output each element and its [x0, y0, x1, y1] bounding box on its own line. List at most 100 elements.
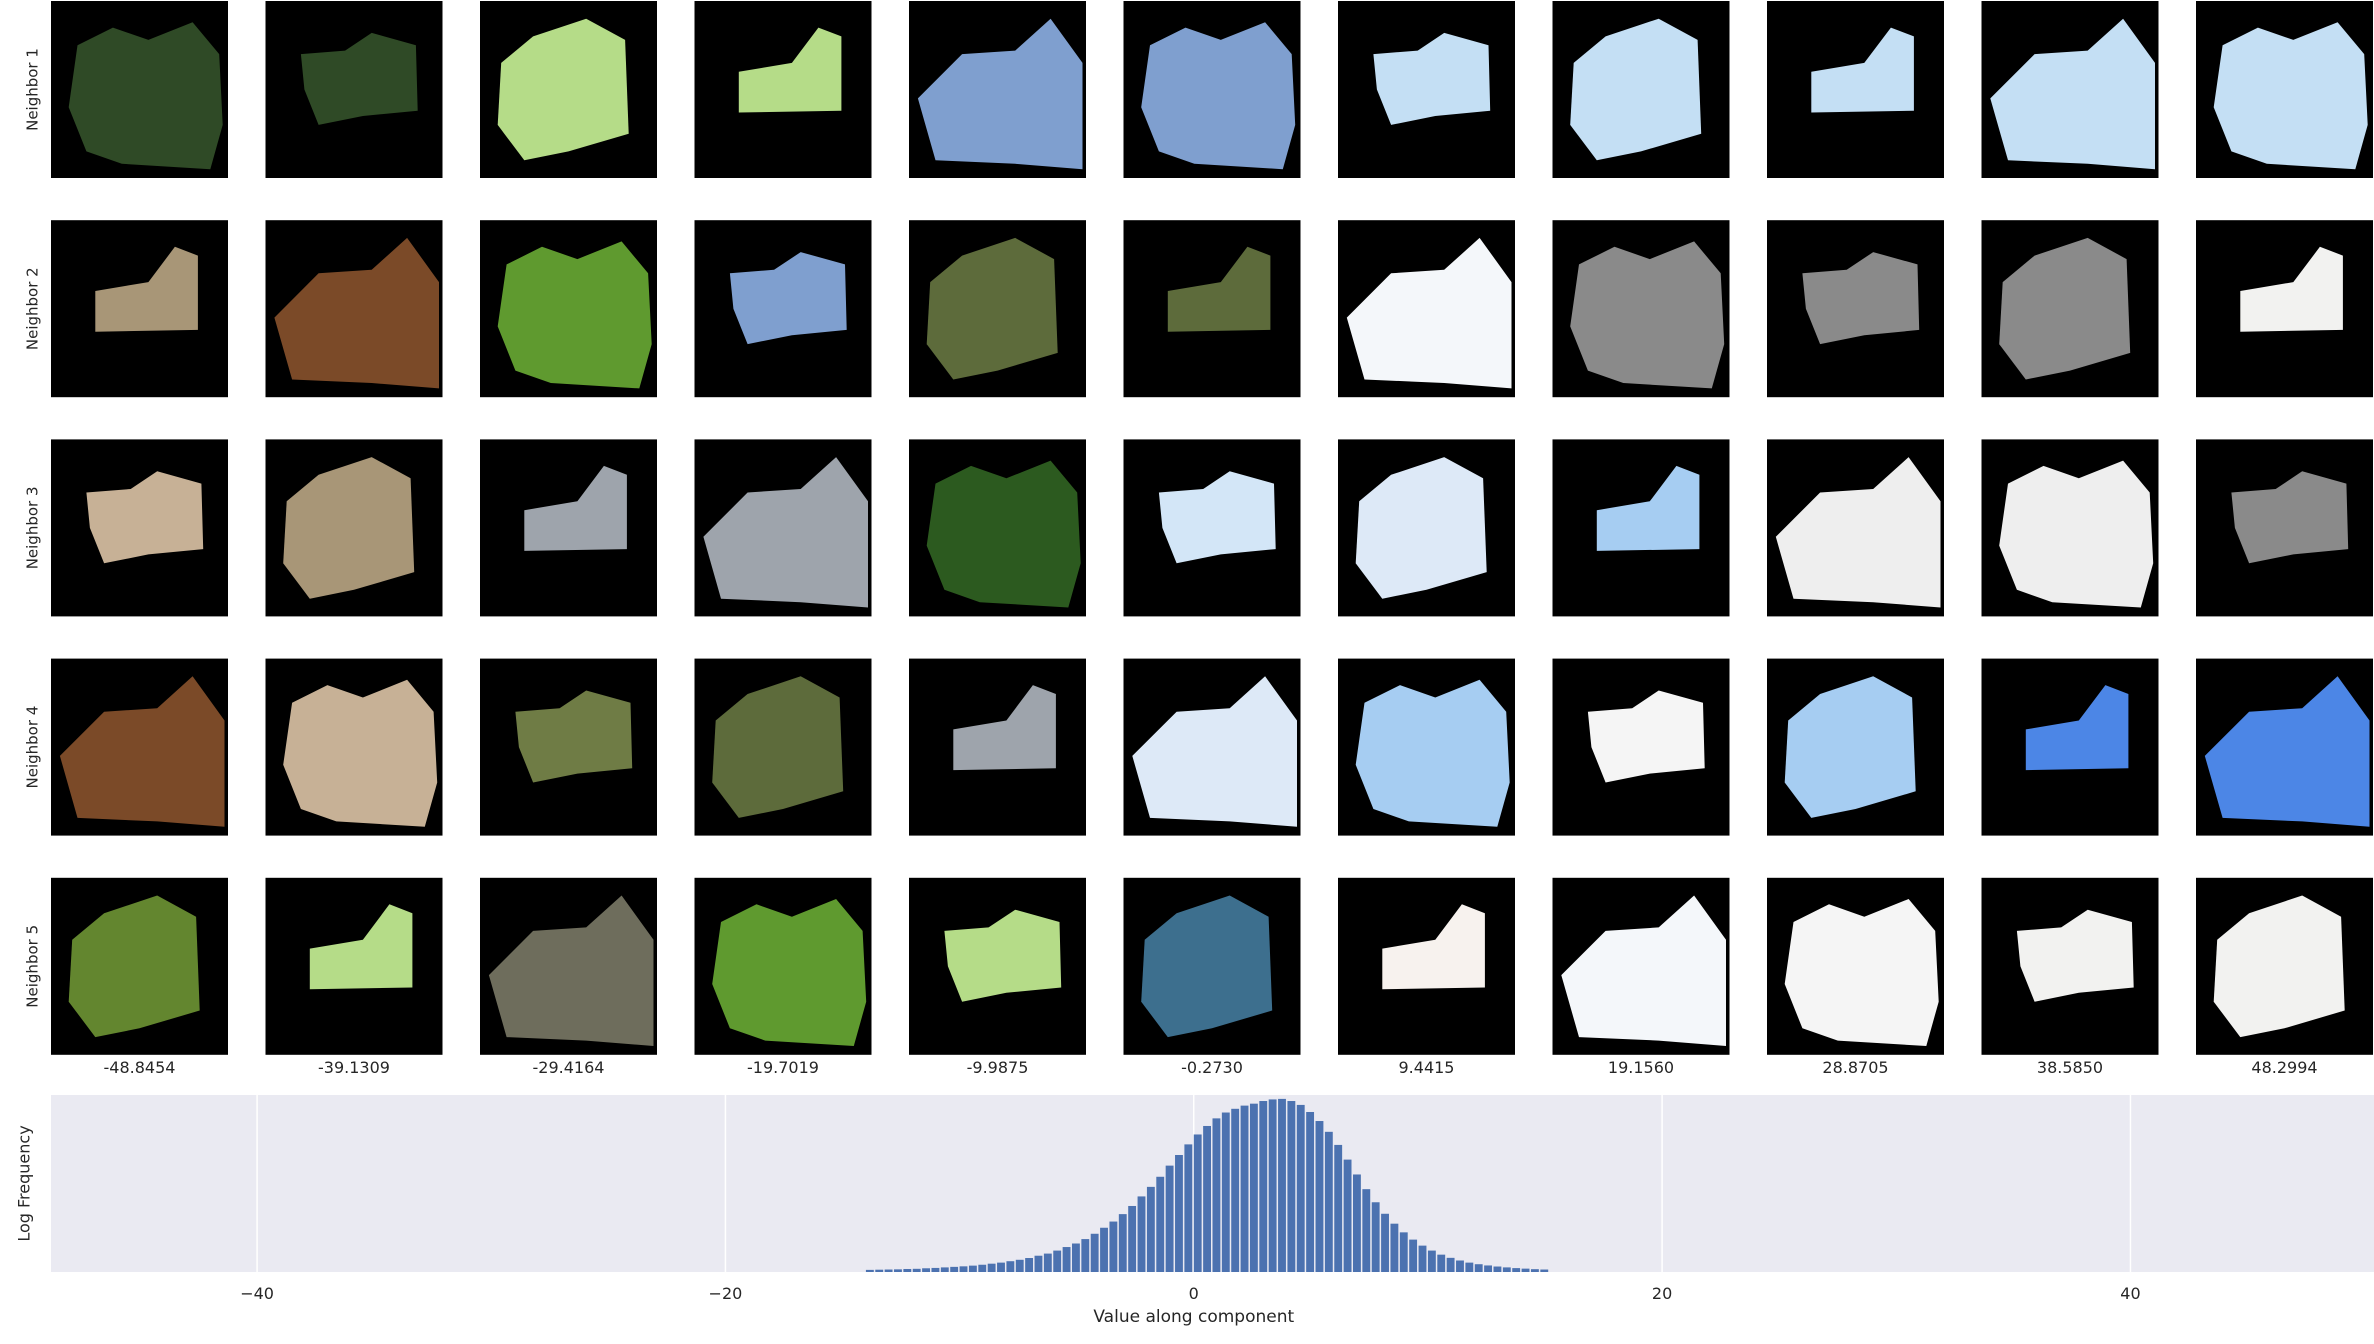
patch-region	[1382, 904, 1485, 990]
patch-tile	[2196, 220, 2373, 398]
patch-tile	[1981, 1, 2159, 178]
patch-tile	[51, 439, 228, 617]
patch-tile	[51, 1, 228, 178]
patch-region	[1132, 676, 1297, 827]
patch-region	[1141, 22, 1296, 170]
histogram-bar	[1212, 1118, 1221, 1272]
patch-tile	[694, 220, 872, 398]
patch-tile	[909, 877, 1086, 1055]
histogram-bar	[1071, 1243, 1080, 1272]
patch-tile	[480, 1, 657, 178]
patch-region	[1346, 237, 1512, 389]
histogram-bar	[1006, 1261, 1015, 1272]
x-tick-label: 0	[1189, 1284, 1199, 1303]
histogram-bar	[1137, 1196, 1146, 1272]
patch-tile	[1767, 220, 1944, 398]
row-labels: Neighbor 1 Neighbor 2 Neighbor 3 Neighbor 4…	[24, 48, 42, 1008]
row-label: Neighbor 4	[24, 706, 42, 789]
patch-region	[1141, 895, 1273, 1038]
histogram-bar	[1221, 1112, 1230, 1272]
column-value: 9.4415	[1399, 1058, 1455, 1077]
patch-region	[515, 690, 633, 783]
patch-tile	[1552, 877, 1730, 1055]
patch-region	[1158, 471, 1276, 564]
patch-tile	[51, 220, 228, 398]
histogram-bar	[1231, 1108, 1240, 1272]
patch-region	[2213, 895, 2345, 1038]
patch-tile	[2196, 877, 2373, 1055]
patch-tile	[1552, 658, 1730, 836]
histogram-x-label: Value along component	[1093, 1307, 1294, 1327]
patch-tile	[1981, 658, 2159, 836]
patch-tile	[1767, 877, 1944, 1055]
histogram-y-label: Log Frequency	[15, 1125, 34, 1241]
patch-region	[1784, 676, 1916, 818]
histogram-bar	[1437, 1254, 1446, 1272]
histogram-bar	[978, 1264, 987, 1272]
histogram-bar	[1399, 1232, 1408, 1272]
patch-region	[2213, 22, 2368, 170]
patch-tile	[1123, 1, 1301, 178]
patch-tile	[1338, 220, 1515, 398]
histogram-bar	[1240, 1105, 1249, 1272]
patch-region	[274, 237, 439, 389]
row-label: Neighbor 5	[24, 925, 42, 1008]
patch-tile	[1981, 439, 2159, 617]
patch-tile	[1981, 877, 2159, 1055]
patch-region	[1355, 679, 1510, 827]
histogram-bar	[884, 1269, 893, 1272]
patch-region	[283, 679, 438, 827]
x-tick-label: 20	[1652, 1284, 1672, 1303]
patch-tile	[1123, 877, 1301, 1055]
patch-tile	[480, 439, 657, 617]
histogram-bar	[1493, 1266, 1502, 1272]
histogram-bar	[1343, 1159, 1352, 1272]
x-tick-label: 40	[2120, 1284, 2140, 1303]
histogram-bar	[1315, 1121, 1324, 1272]
patch-tile	[909, 439, 1086, 617]
histogram-bar	[1118, 1214, 1127, 1272]
patch-tile	[2196, 1, 2373, 178]
patch-region	[1596, 465, 1700, 551]
histogram-bar	[922, 1268, 930, 1272]
histogram-bar	[1081, 1239, 1090, 1272]
histogram-bar	[1109, 1221, 1118, 1272]
patch-region	[1570, 241, 1725, 389]
patch-tile	[1123, 439, 1301, 617]
patch-tile	[694, 658, 872, 836]
histogram-bar	[1409, 1239, 1418, 1272]
histogram-bar	[1193, 1134, 1202, 1272]
x-tick-label: −20	[709, 1284, 743, 1303]
histogram-bar	[1502, 1267, 1511, 1272]
histogram-bar	[1456, 1260, 1464, 1272]
patch-region	[1167, 246, 1271, 332]
patch-region	[953, 685, 1056, 771]
histogram-bar	[1324, 1131, 1333, 1272]
histogram-bar	[940, 1267, 949, 1272]
patch-tile	[1338, 439, 1515, 617]
patch-region	[712, 899, 867, 1046]
histogram-bar	[1381, 1213, 1389, 1272]
patch-tile	[909, 658, 1086, 836]
patch-tile	[694, 877, 872, 1055]
patch-region	[497, 241, 652, 389]
patch-region	[488, 895, 654, 1046]
row-label: Neighbor 1	[24, 48, 42, 131]
patch-region	[1587, 690, 1705, 783]
histogram-bar	[1175, 1155, 1183, 1272]
histogram-x-ticks: −40 −20 0 20 40	[240, 1284, 2140, 1303]
patch-region	[917, 18, 1083, 170]
patch-region	[68, 895, 200, 1038]
histogram-bar	[1165, 1165, 1174, 1272]
histogram-bar	[968, 1265, 977, 1272]
column-value: 19.1560	[1608, 1058, 1674, 1077]
patch-region	[729, 252, 847, 345]
histogram-bar	[1090, 1233, 1099, 1272]
patch-region	[95, 246, 198, 332]
histogram-bars	[865, 1098, 1549, 1272]
histogram-bar	[1530, 1269, 1539, 1272]
patch-region	[1373, 32, 1491, 125]
column-value: -29.4164	[533, 1058, 605, 1077]
